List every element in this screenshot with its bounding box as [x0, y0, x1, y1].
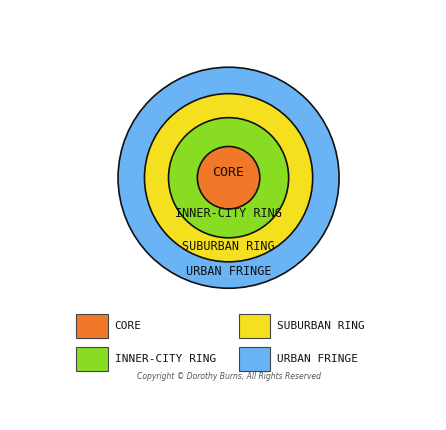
Text: SUBURBAN RING: SUBURBAN RING: [277, 321, 365, 331]
Circle shape: [169, 118, 289, 238]
Text: Copyright © Dorothy Burns, All Rights Reserved: Copyright © Dorothy Burns, All Rights Re…: [136, 372, 321, 381]
Text: INNER-CITY RING: INNER-CITY RING: [175, 207, 282, 220]
Text: URBAN FRINGE: URBAN FRINGE: [277, 354, 358, 364]
Circle shape: [197, 147, 260, 209]
Text: CORE: CORE: [115, 321, 141, 331]
Bar: [77, 347, 107, 371]
Circle shape: [145, 94, 313, 262]
Circle shape: [118, 67, 339, 288]
Bar: [239, 314, 270, 338]
Text: CORE: CORE: [213, 166, 244, 179]
Bar: [239, 347, 270, 371]
Text: URBAN FRINGE: URBAN FRINGE: [186, 265, 271, 278]
Text: INNER-CITY RING: INNER-CITY RING: [115, 354, 216, 364]
Bar: [77, 314, 107, 338]
Text: SUBURBAN RING: SUBURBAN RING: [182, 240, 275, 253]
